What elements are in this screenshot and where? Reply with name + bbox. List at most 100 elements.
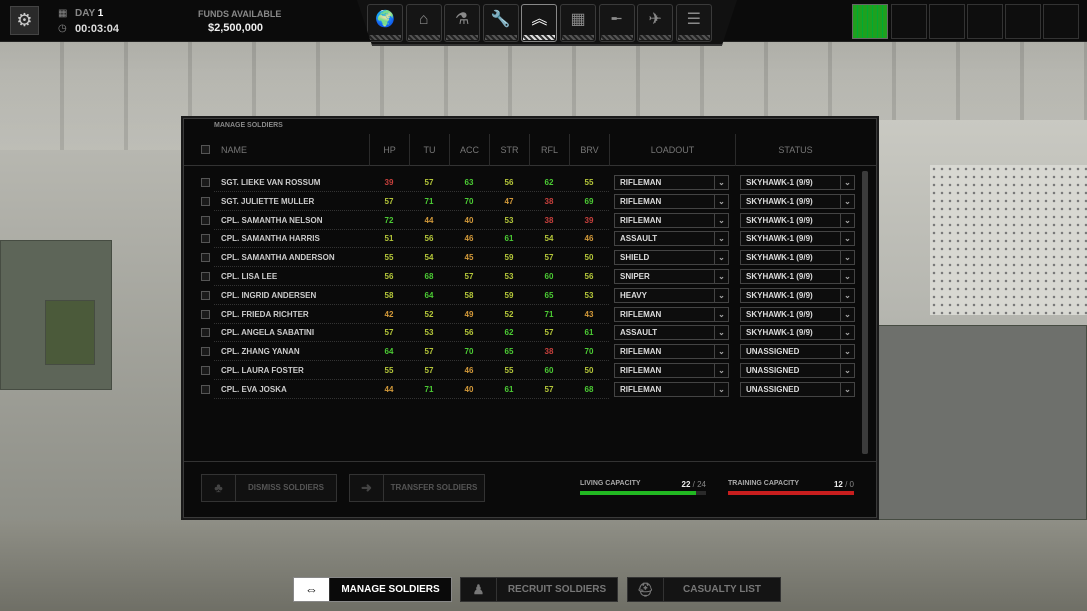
col-tu[interactable]: TU xyxy=(409,134,449,166)
status-select[interactable]: SKYHAWK-1 (9/9) ⌄ xyxy=(740,231,855,247)
slot-3[interactable] xyxy=(929,4,965,39)
loadout-select[interactable]: RIFLEMAN ⌄ xyxy=(614,381,729,397)
loadout-select[interactable]: HEAVY ⌄ xyxy=(614,287,729,303)
dismiss-soldiers-button[interactable]: ♣ DISMISS SOLDIERS xyxy=(201,474,337,502)
stat-brv: 39 xyxy=(584,215,594,225)
select-all-checkbox[interactable] xyxy=(201,145,210,154)
loadout-select[interactable]: SHIELD ⌄ xyxy=(614,250,729,266)
loadout-select[interactable]: RIFLEMAN ⌄ xyxy=(614,306,729,322)
loadout-select[interactable]: ASSAULT ⌄ xyxy=(614,325,729,341)
chevron-down-icon: ⌄ xyxy=(714,176,728,189)
status-select[interactable]: UNASSIGNED ⌄ xyxy=(740,381,855,397)
settings-gear-icon[interactable]: ⚙ xyxy=(10,6,39,35)
nav-rifle-button[interactable]: ╾ xyxy=(598,4,635,42)
nav-crates-button[interactable]: ▦ xyxy=(560,4,596,42)
slot-5[interactable] xyxy=(1005,4,1041,39)
status-select[interactable]: UNASSIGNED ⌄ xyxy=(740,363,855,378)
recruits-icon: ♟ xyxy=(461,578,497,601)
transfer-soldiers-button[interactable]: ➜ TRANSFER SOLDIERS xyxy=(349,474,485,502)
row-checkbox[interactable] xyxy=(201,309,210,319)
status-select[interactable]: SKYHAWK-1 (9/9) ⌄ xyxy=(740,193,855,209)
status-select[interactable]: SKYHAWK-1 (9/9) ⌄ xyxy=(740,212,855,228)
stat-str: 59 xyxy=(504,253,514,263)
nav-microscope-button[interactable]: ⚗ xyxy=(444,4,481,42)
status-select[interactable]: SKYHAWK-1 (9/9) ⌄ xyxy=(740,306,855,322)
row-checkbox[interactable] xyxy=(201,234,210,244)
slot-2[interactable] xyxy=(891,4,927,39)
status-select[interactable]: SKYHAWK-1 (9/9) ⌄ xyxy=(740,325,855,341)
soldier-row[interactable]: CPL. FRIEDA RICHTER 42 52 49 52 71 43 RIFLEMAN ⌄… xyxy=(184,305,876,324)
soldier-row[interactable]: SGT. LIEKE VAN ROSSUM 39 57 63 56 62 55 RIFLEMA… xyxy=(184,173,876,192)
soldier-row[interactable]: CPL. SAMANTHA ANDERSON 55 54 45 59 57 50 SHIELD… xyxy=(184,248,876,268)
stat-hp: 39 xyxy=(384,178,394,187)
chevron-down-icon: ⌄ xyxy=(714,213,728,227)
loadout-select[interactable]: RIFLEMAN ⌄ xyxy=(614,344,729,360)
col-brv[interactable]: BRV xyxy=(569,134,609,166)
loadout-select[interactable]: ASSAULT ⌄ xyxy=(614,231,729,247)
col-str[interactable]: STR xyxy=(489,134,529,166)
weapon-pegboard xyxy=(930,165,1087,315)
row-checkbox[interactable] xyxy=(201,196,210,206)
col-status[interactable]: STATUS xyxy=(735,134,855,166)
loadout-select[interactable]: RIFLEMAN ⌄ xyxy=(614,193,729,209)
status-select[interactable]: SKYHAWK-1 (9/9) ⌄ xyxy=(740,250,855,266)
loadout-select[interactable]: SNIPER ⌄ xyxy=(614,269,729,284)
row-checkbox[interactable] xyxy=(201,253,210,263)
scrollbar[interactable] xyxy=(862,171,868,454)
nav-stripe xyxy=(600,35,633,40)
row-checkbox[interactable] xyxy=(201,178,210,187)
tab-recruit-soldiers[interactable]: ♟ RECRUIT SOLDIERS xyxy=(460,577,618,602)
row-checkbox[interactable] xyxy=(201,328,210,338)
stat-rfl: 57 xyxy=(544,253,554,263)
status-select[interactable]: SKYHAWK-1 (9/9) ⌄ xyxy=(740,287,855,303)
loadout-select[interactable]: RIFLEMAN ⌄ xyxy=(614,212,729,228)
soldier-row[interactable]: CPL. SAMANTHA NELSON 72 44 40 53 38 39 RIFLEMAN… xyxy=(184,211,876,230)
status-select[interactable]: SKYHAWK-1 (9/9) ⌄ xyxy=(740,269,855,284)
nav-stripe xyxy=(407,35,440,40)
minimap-slot[interactable] xyxy=(852,4,888,39)
col-hp[interactable]: HP xyxy=(369,134,409,166)
soldier-row[interactable]: SGT. JULIETTE MULLER 57 71 70 47 38 69 RIFLEMAN… xyxy=(184,192,876,211)
soldier-row[interactable]: CPL. ZHANG YANAN 64 57 70 65 38 70 RIFLEMAN ⌄ UNA… xyxy=(184,342,876,362)
status-select[interactable]: UNASSIGNED ⌄ xyxy=(740,344,855,360)
col-rfl[interactable]: RFL xyxy=(529,134,569,166)
nav-sergeant-chevron-button[interactable]: ︽ xyxy=(521,4,558,42)
nav-base-button[interactable]: ⌂ xyxy=(405,4,442,42)
slot-6[interactable] xyxy=(1043,4,1079,39)
stat-str: 47 xyxy=(504,196,514,206)
loadout-select[interactable]: RIFLEMAN ⌄ xyxy=(614,363,729,378)
status-select[interactable]: SKYHAWK-1 (9/9) ⌄ xyxy=(740,175,855,190)
row-checkbox[interactable] xyxy=(201,384,210,394)
loadout-select[interactable]: RIFLEMAN ⌄ xyxy=(614,175,729,190)
row-checkbox[interactable] xyxy=(201,272,210,281)
soldier-row[interactable]: CPL. SAMANTHA HARRIS 51 56 46 61 54 46 ASSAULT ⌄… xyxy=(184,229,876,249)
tab-casualty-list[interactable]: ⛑ CASUALTY LIST xyxy=(627,577,781,602)
stat-tu: 52 xyxy=(424,309,434,319)
row-checkbox[interactable] xyxy=(201,290,210,300)
nav-wrench-button[interactable]: 🔧 xyxy=(482,4,519,42)
nav-archive-button[interactable]: ☰ xyxy=(675,4,712,42)
nav-stripe xyxy=(369,35,401,40)
soldier-row[interactable]: CPL. EVA JOSKA 44 71 40 61 57 68 RIFLEMAN ⌄ UNASS… xyxy=(184,380,876,399)
chevron-down-icon: ⌄ xyxy=(714,288,728,302)
row-checkbox[interactable] xyxy=(201,366,210,375)
chevron-down-icon: ⌄ xyxy=(840,176,854,189)
slot-4[interactable] xyxy=(967,4,1003,39)
col-name[interactable]: NAME xyxy=(221,145,248,155)
stat-brv: 46 xyxy=(584,234,594,244)
stat-brv: 43 xyxy=(584,309,594,319)
stat-rfl: 60 xyxy=(544,366,554,375)
nav-jet-button[interactable]: ✈ xyxy=(637,4,674,42)
soldier-row[interactable]: CPL. LAURA FOSTER 55 57 46 55 60 50 RIFLEMAN ⌄ UN… xyxy=(184,361,876,380)
row-checkbox[interactable] xyxy=(201,215,210,225)
chevron-down-icon: ⌄ xyxy=(840,251,854,265)
soldier-row[interactable]: CPL. LISA LEE 56 68 57 53 60 56 SNIPER ⌄ SKYHAWK-… xyxy=(184,267,876,286)
soldier-row[interactable]: CPL. ANGELA SABATINI 57 53 56 62 57 61 ASSAULT ⌄… xyxy=(184,323,876,343)
row-checkbox[interactable] xyxy=(201,347,210,357)
soldier-row[interactable]: CPL. INGRID ANDERSEN 58 64 58 59 65 53 HEAVY ⌄ SK… xyxy=(184,286,876,305)
scrollbar-thumb[interactable] xyxy=(862,171,868,454)
col-acc[interactable]: ACC xyxy=(449,134,489,166)
col-loadout[interactable]: LOADOUT xyxy=(609,134,735,166)
nav-globe-button[interactable]: 🌍 xyxy=(367,4,403,42)
tab-manage-soldiers[interactable]: ⇔ MANAGE SOLDIERS xyxy=(293,577,452,602)
